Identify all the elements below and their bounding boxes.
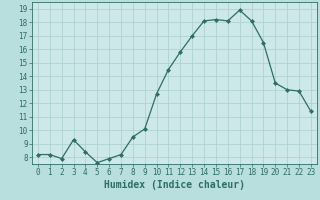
X-axis label: Humidex (Indice chaleur): Humidex (Indice chaleur) xyxy=(104,180,245,190)
